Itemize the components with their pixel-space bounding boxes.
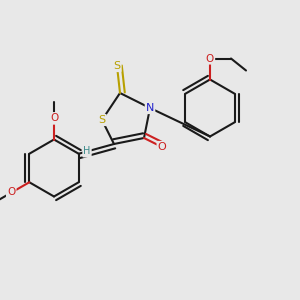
Text: S: S (98, 115, 106, 125)
Text: N: N (146, 103, 154, 113)
Text: O: O (50, 113, 58, 123)
Text: O: O (50, 113, 58, 124)
Text: S: S (113, 61, 121, 71)
Text: O: O (7, 188, 15, 197)
Text: O: O (206, 53, 214, 64)
Text: O: O (7, 188, 15, 198)
Text: H: H (83, 146, 91, 157)
Text: O: O (158, 142, 166, 152)
